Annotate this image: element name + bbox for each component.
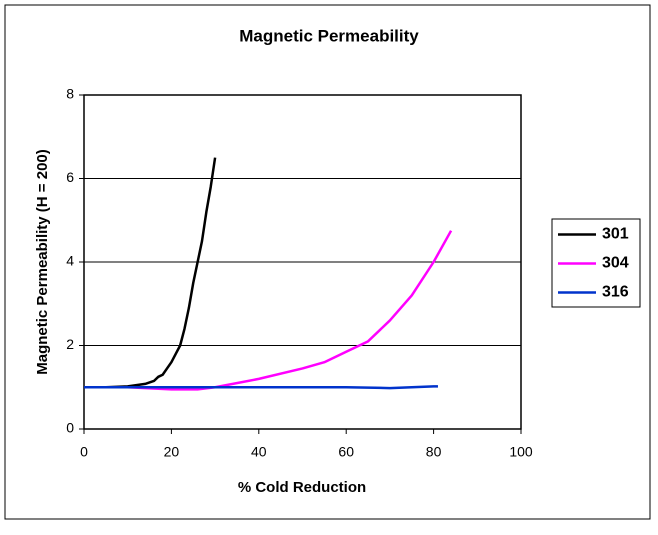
- y-axis-label: Magnetic Permeability (H = 200): [34, 149, 51, 375]
- y-tick-label: 0: [66, 420, 74, 436]
- x-tick-label: 100: [509, 444, 533, 460]
- x-tick-label: 40: [251, 444, 267, 460]
- x-tick-label: 80: [426, 444, 442, 460]
- y-tick-label: 8: [66, 86, 74, 102]
- y-tick-label: 4: [66, 253, 74, 269]
- plot-border: [83, 94, 522, 430]
- y-tick-label: 2: [66, 336, 74, 352]
- legend-label: 301: [602, 226, 629, 243]
- line-series: [84, 157, 217, 389]
- legend: 301 304 316: [551, 218, 641, 308]
- y-tick-label: 6: [66, 169, 74, 185]
- x-tick-label: 20: [164, 444, 180, 460]
- x-axis-label: % Cold Reduction: [238, 479, 366, 496]
- line-series: [84, 230, 453, 391]
- chart-title: Magnetic Permeability: [239, 26, 419, 45]
- x-tick-label: 0: [80, 444, 88, 460]
- legend-label: 316: [602, 284, 629, 301]
- x-tick-label: 60: [338, 444, 354, 460]
- line-series: [84, 385, 438, 390]
- legend-label: 304: [602, 255, 629, 272]
